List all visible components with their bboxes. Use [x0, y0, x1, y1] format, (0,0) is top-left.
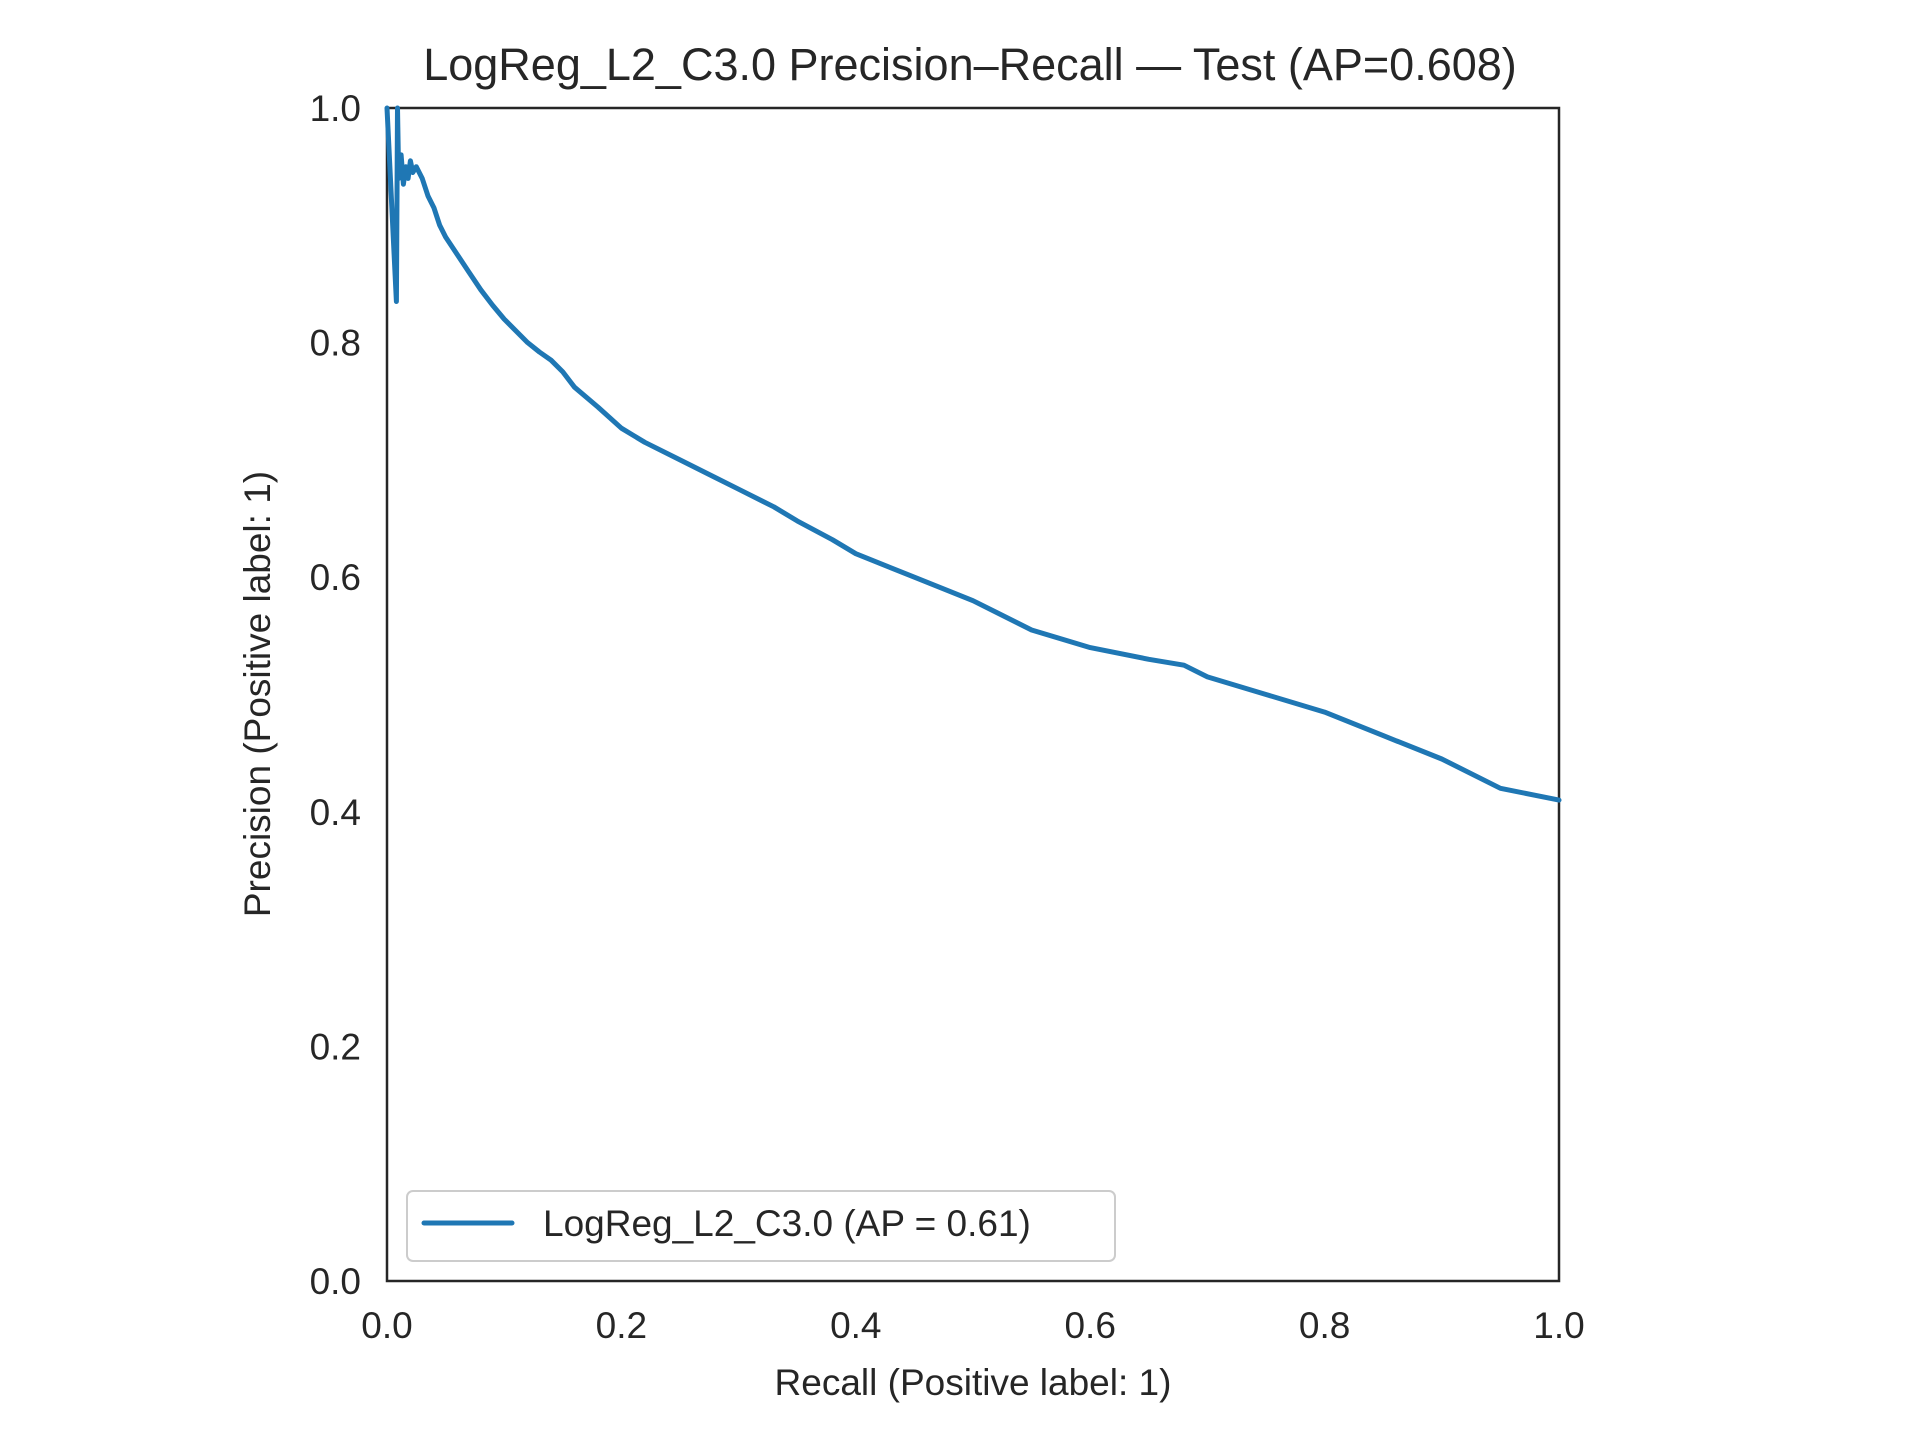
x-tick-label: 0.8 — [1299, 1305, 1350, 1346]
series-layer — [384, 105, 1562, 803]
x-tick-label: 0.4 — [830, 1305, 881, 1346]
y-tick-label: 1.0 — [310, 88, 361, 129]
legend: LogReg_L2_C3.0 (AP = 0.61) — [406, 1190, 1116, 1262]
plot-frame — [385, 106, 1561, 1283]
y-tick-label: 0.4 — [310, 792, 361, 833]
x-axis-ticks: 0.0 0.2 0.4 0.6 0.8 1.0 — [361, 1305, 1584, 1346]
chart-title: LogReg_L2_C3.0 Precision–Recall — Test (… — [423, 39, 1517, 90]
y-tick-label: 0.8 — [310, 323, 361, 364]
legend-entry-label: LogReg_L2_C3.0 (AP = 0.61) — [543, 1203, 1031, 1244]
plot-area — [384, 105, 1562, 1283]
x-tick-label: 0.6 — [1064, 1305, 1115, 1346]
x-tick-label: 0.2 — [596, 1305, 647, 1346]
legend-box — [406, 1190, 1116, 1262]
y-axis-ticks: 0.0 0.2 0.4 0.6 0.8 1.0 — [310, 88, 361, 1302]
pr-curve-line — [384, 105, 1562, 803]
y-axis-label: Precision (Positive label: 1) — [237, 471, 278, 917]
y-tick-label: 0.6 — [310, 557, 361, 598]
x-axis-label: Recall (Positive label: 1) — [775, 1362, 1172, 1403]
y-tick-label: 0.2 — [310, 1026, 361, 1067]
y-tick-label: 0.0 — [310, 1261, 361, 1302]
x-tick-label: 1.0 — [1533, 1305, 1584, 1346]
x-tick-label: 0.0 — [361, 1305, 412, 1346]
